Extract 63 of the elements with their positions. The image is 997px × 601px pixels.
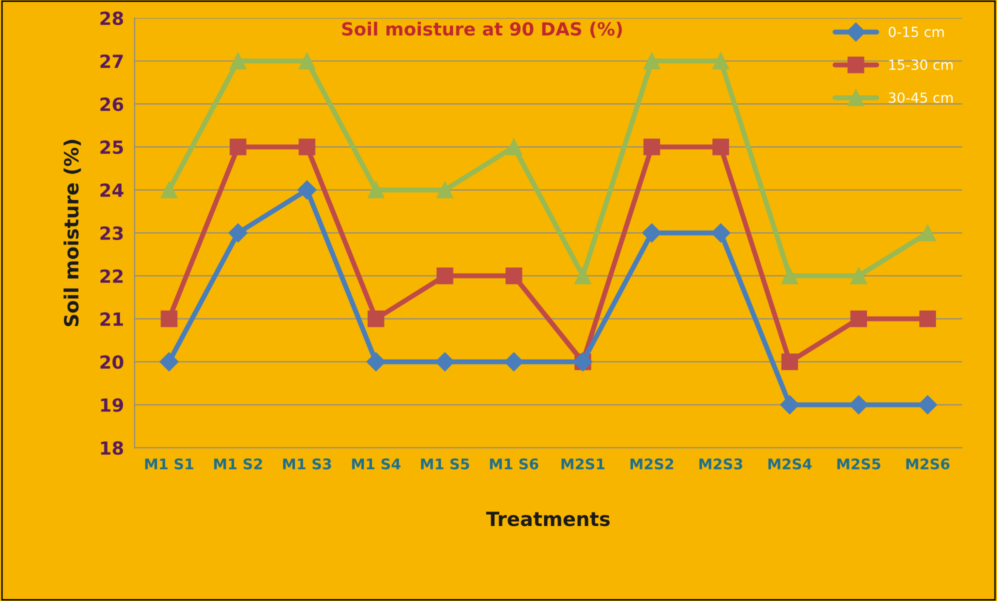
point (781, 268, 798, 284)
point (711, 223, 730, 242)
x-tick-label: M2S2 (630, 458, 674, 470)
y-tick-label: 27 (100, 54, 123, 68)
point (504, 352, 524, 372)
point (435, 352, 454, 372)
y-axis-title: Soil moisture (%) (64, 140, 81, 326)
x-tick-label: M1 S2 (214, 458, 262, 470)
point (643, 52, 660, 70)
x-tick-label: M1 S5 (421, 458, 470, 470)
point (919, 224, 936, 242)
point (781, 353, 798, 370)
point (712, 52, 730, 70)
chart-title: Soil moisture at 90 DAS (%) (342, 22, 622, 38)
point (642, 223, 662, 242)
x-tick-label: M2S1 (562, 458, 604, 470)
point (228, 223, 248, 242)
point (780, 395, 800, 414)
point (160, 352, 179, 372)
y-tick-label: 28 (100, 11, 124, 26)
point (298, 52, 316, 70)
y-tick-label: 20 (100, 355, 124, 369)
x-tick-label: M1 S1 (145, 458, 194, 470)
point (919, 310, 936, 328)
point (436, 182, 454, 198)
point (160, 182, 178, 198)
point (230, 138, 246, 156)
legend-label: 0-15 cm (888, 26, 944, 38)
x-axis-title: Treatments (486, 512, 610, 526)
point (850, 310, 867, 328)
x-tick-label: M1 S3 (283, 458, 332, 470)
y-tick-label: 23 (100, 226, 123, 240)
y-tick-label: 26 (100, 97, 124, 112)
y-tick-label: 18 (101, 441, 124, 455)
point (366, 352, 386, 372)
x-tick-label: M2S4 (768, 458, 812, 470)
point (297, 180, 317, 200)
point (918, 395, 938, 414)
point (506, 138, 522, 156)
point (230, 52, 246, 70)
x-tick-label: M1 S6 (490, 458, 538, 470)
point (712, 138, 730, 156)
point (849, 395, 868, 414)
x-tick-label: M1 S4 (352, 458, 400, 470)
x-tick-label: M2S5 (837, 458, 880, 470)
point (368, 310, 384, 328)
y-tick-label: 24 (100, 183, 124, 197)
y-tick-label: 19 (101, 398, 124, 412)
point (574, 268, 592, 284)
legend-label: 15-30 cm (889, 59, 953, 70)
x-tick-label: M2S6 (906, 458, 950, 470)
y-tick-label: 25 (100, 140, 123, 154)
point (298, 138, 316, 156)
point (436, 268, 454, 284)
point (506, 268, 522, 284)
point (850, 268, 867, 284)
x-tick-label: M2S3 (699, 458, 742, 470)
point (643, 138, 660, 156)
point (160, 310, 178, 328)
y-tick-label: 22 (100, 269, 123, 283)
y-tick-label: 21 (100, 312, 123, 326)
point (368, 182, 384, 198)
legend-label: 30-45 cm (888, 92, 953, 103)
